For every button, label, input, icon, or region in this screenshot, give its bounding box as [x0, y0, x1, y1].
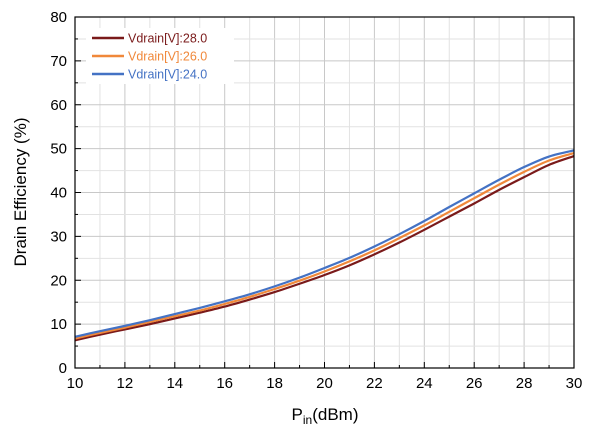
legend-label: Vdrain[V]:24.0	[128, 68, 207, 82]
x-tick-labels: 10 12 14 16 18 20 22 24 26 28 30	[67, 375, 583, 392]
y-tick-label: 20	[50, 272, 67, 289]
legend: Vdrain[V]:28.0 Vdrain[V]:26.0 Vdrain[V]:24…	[86, 28, 234, 84]
x-tick-label: 30	[566, 375, 583, 392]
x-tick-label: 28	[516, 375, 533, 392]
y-axis-title: Drain Efficiency (%)	[11, 118, 30, 267]
y-tick-label: 50	[50, 141, 67, 158]
y-tick-label: 0	[59, 360, 67, 377]
y-tick-label: 80	[50, 9, 67, 26]
x-tick-label: 12	[117, 375, 134, 392]
tick-marks	[74, 16, 575, 369]
series-line	[74, 149, 575, 338]
y-tick-labels: 0 10 20 30 40 50 60 70 80	[50, 9, 67, 377]
x-axis-title-main: P	[292, 405, 303, 424]
y-tick-label: 10	[50, 316, 67, 333]
y-tick-label: 30	[50, 228, 67, 245]
x-tick-label: 20	[316, 375, 333, 392]
series-line	[74, 151, 575, 340]
x-tick-label: 14	[166, 375, 183, 392]
x-tick-label: 18	[266, 375, 283, 392]
x-axis-title-unit: (dBm)	[312, 405, 358, 424]
x-tick-label: 26	[466, 375, 483, 392]
legend-label: Vdrain[V]:26.0	[128, 50, 207, 64]
x-tick-label: 24	[416, 375, 433, 392]
y-tick-label: 70	[50, 53, 67, 70]
series-line	[74, 155, 575, 342]
legend-label: Vdrain[V]:28.0	[128, 32, 207, 46]
series-lines	[74, 149, 575, 342]
y-tick-label: 60	[50, 97, 67, 114]
x-tick-label: 10	[67, 375, 84, 392]
x-axis-title-subscript: in	[303, 413, 312, 427]
x-tick-label: 16	[216, 375, 233, 392]
x-tick-label: 22	[366, 375, 383, 392]
x-axis-title: Pin(dBm)	[292, 405, 359, 427]
y-tick-label: 40	[50, 185, 67, 202]
